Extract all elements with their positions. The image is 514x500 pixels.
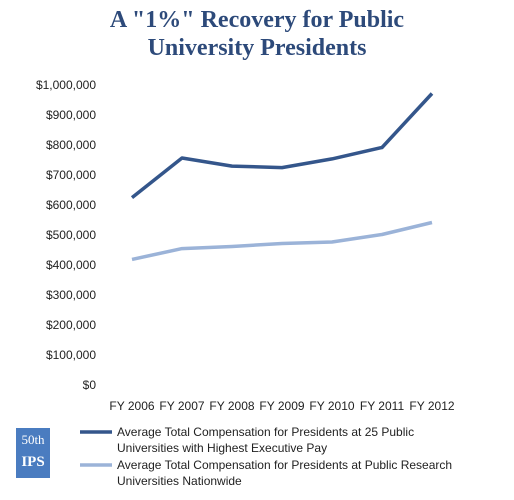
x-tick-label: FY 2012	[409, 399, 454, 413]
x-tick-label: FY 2008	[209, 399, 254, 413]
series-line	[130, 92, 434, 199]
y-tick-label: $0	[83, 378, 97, 392]
y-tick-label: $500,000	[46, 228, 96, 242]
y-tick-label: $100,000	[46, 348, 96, 362]
y-tick-label: $200,000	[46, 318, 96, 332]
legend-label: Average Total Compensation for President…	[117, 458, 453, 488]
y-tick-label: $600,000	[46, 198, 96, 212]
y-tick-label: $700,000	[46, 168, 96, 182]
y-tick-label: $900,000	[46, 108, 96, 122]
chart-title: A "1%" Recovery for Public University Pr…	[109, 7, 405, 61]
logo-text: IPS	[21, 454, 45, 470]
y-tick-label: $1,000,000	[36, 78, 96, 92]
x-tick-label: FY 2009	[259, 399, 304, 413]
logo: 50th IPS	[16, 428, 50, 478]
x-tick-label: FY 2006	[109, 399, 154, 413]
x-tick-label: FY 2010	[309, 399, 354, 413]
x-tick-label: FY 2007	[159, 399, 204, 413]
y-tick-label: $400,000	[46, 258, 96, 272]
series-line	[131, 220, 433, 262]
y-tick-label: $300,000	[46, 288, 96, 302]
legend-label: Average Total Compensation for President…	[117, 425, 415, 455]
y-tick-label: $800,000	[46, 138, 96, 152]
logo-text: 50th	[21, 432, 45, 447]
x-tick-label: FY 2011	[360, 399, 405, 413]
